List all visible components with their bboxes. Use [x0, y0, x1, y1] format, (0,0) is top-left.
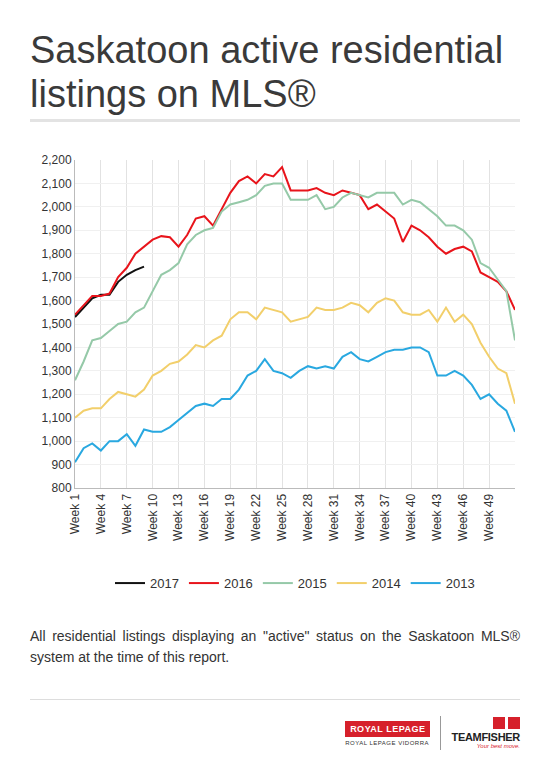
svg-text:Week 22: Week 22	[249, 493, 263, 540]
svg-text:1,900: 1,900	[42, 223, 72, 237]
html-text:All residential listings displ: All residential listings displaying an "…	[30, 628, 520, 665]
html-text:Saskatoon active residential l: Saskatoon active residential listings on…	[30, 29, 504, 115]
svg-text:2015: 2015	[298, 576, 327, 591]
svg-text:Week 25: Week 25	[275, 493, 289, 540]
svg-text:2,000: 2,000	[42, 200, 72, 214]
svg-text:Week 40: Week 40	[404, 493, 418, 540]
svg-text:1,700: 1,700	[42, 270, 72, 284]
svg-text:1,200: 1,200	[42, 387, 72, 401]
svg-text:Week 10: Week 10	[146, 493, 160, 540]
svg-text:Week 46: Week 46	[456, 493, 470, 540]
svg-text:2016: 2016	[224, 576, 253, 591]
svg-text:900: 900	[52, 458, 72, 472]
svg-text:800: 800	[52, 481, 72, 495]
svg-text:Week 4: Week 4	[94, 493, 108, 534]
html-text:Your best move.: Your best move.	[476, 743, 520, 749]
svg-text:Week 19: Week 19	[223, 493, 237, 540]
svg-text:1,100: 1,100	[42, 411, 72, 425]
svg-text:2,200: 2,200	[42, 153, 72, 167]
svg-text:1,300: 1,300	[42, 364, 72, 378]
svg-text:Week 1: Week 1	[68, 493, 82, 534]
html-text:ROYAL LEPAGE VIDORRA: ROYAL LEPAGE VIDORRA	[345, 739, 429, 746]
svg-text:Week 31: Week 31	[327, 493, 341, 540]
svg-text:1,000: 1,000	[42, 434, 72, 448]
svg-text:2,100: 2,100	[42, 177, 72, 191]
svg-text:2017: 2017	[150, 576, 179, 591]
svg-text:1,800: 1,800	[42, 247, 72, 261]
svg-text:Week 34: Week 34	[353, 493, 367, 540]
svg-text:Week 28: Week 28	[301, 493, 315, 540]
svg-text:Week 43: Week 43	[430, 493, 444, 540]
svg-text:Week 37: Week 37	[378, 493, 392, 540]
svg-text:Week 49: Week 49	[482, 493, 496, 540]
svg-text:2013: 2013	[446, 576, 475, 591]
svg-text:Week 13: Week 13	[171, 493, 185, 540]
svg-text:Week 7: Week 7	[120, 493, 134, 534]
html-text:ROYAL LEPAGE: ROYAL LEPAGE	[350, 723, 426, 734]
svg-text:1,400: 1,400	[42, 341, 72, 355]
svg-text:1,600: 1,600	[42, 294, 72, 308]
svg-text:1,500: 1,500	[42, 317, 72, 331]
svg-text:2014: 2014	[372, 576, 401, 591]
svg-text:Week 16: Week 16	[197, 493, 211, 540]
html-text:TEAMFISHER: TEAMFISHER	[451, 731, 520, 743]
